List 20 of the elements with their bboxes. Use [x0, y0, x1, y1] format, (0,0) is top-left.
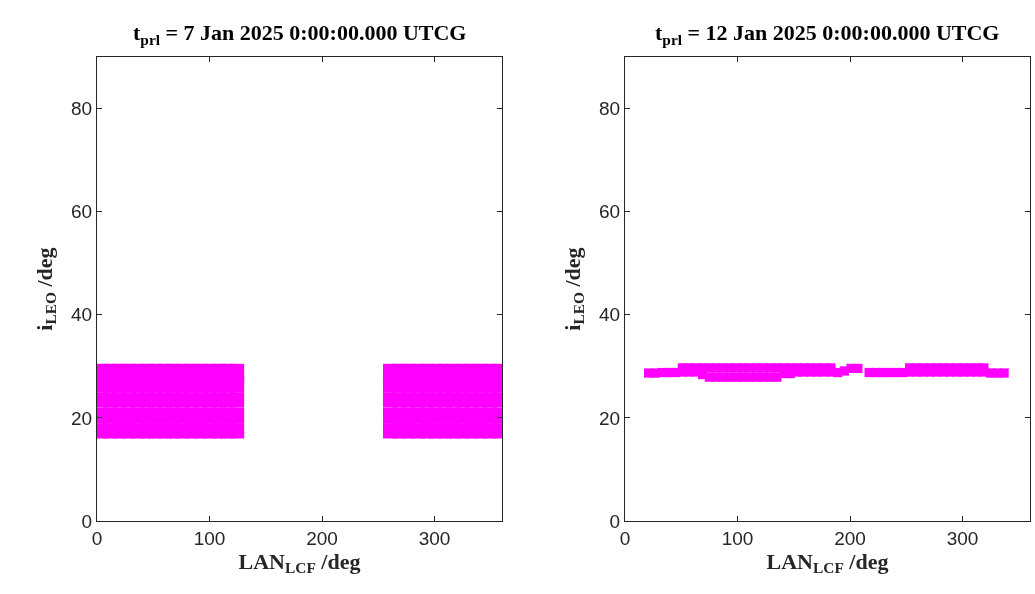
chart-title: t$_{prl}$ = 7 Jan 2025 0:00:00.000 UTCG	[133, 20, 467, 48]
x-axis-title: LAN$_{LCF}$ /deg	[238, 548, 361, 577]
y-tick-label: 20	[599, 407, 621, 429]
y-tick-label: 0	[609, 510, 621, 532]
x-tick-label: 200	[306, 527, 338, 549]
y-tick-label: 80	[599, 98, 621, 120]
y-tick-label: 0	[81, 510, 93, 532]
y-tick-label: 40	[599, 304, 621, 326]
chart-title: t$_{prl}$ = 12 Jan 2025 0:00:00.000 UTCG	[655, 20, 1000, 48]
y-tick-label: 60	[71, 201, 93, 223]
y-tick-label: 40	[71, 304, 93, 326]
y-tick-label: 60	[599, 201, 621, 223]
x-tick-label: 300	[418, 527, 451, 549]
y-tick-label: 80	[71, 98, 93, 120]
x-axis-title: LAN$_{LCF}$ /deg	[766, 548, 889, 577]
y-tick-label: 20	[71, 407, 93, 429]
x-tick-label: 100	[193, 527, 226, 549]
x-tick-label: 200	[834, 527, 866, 549]
x-tick-label: 100	[721, 527, 754, 549]
x-tick-label: 300	[946, 527, 979, 549]
